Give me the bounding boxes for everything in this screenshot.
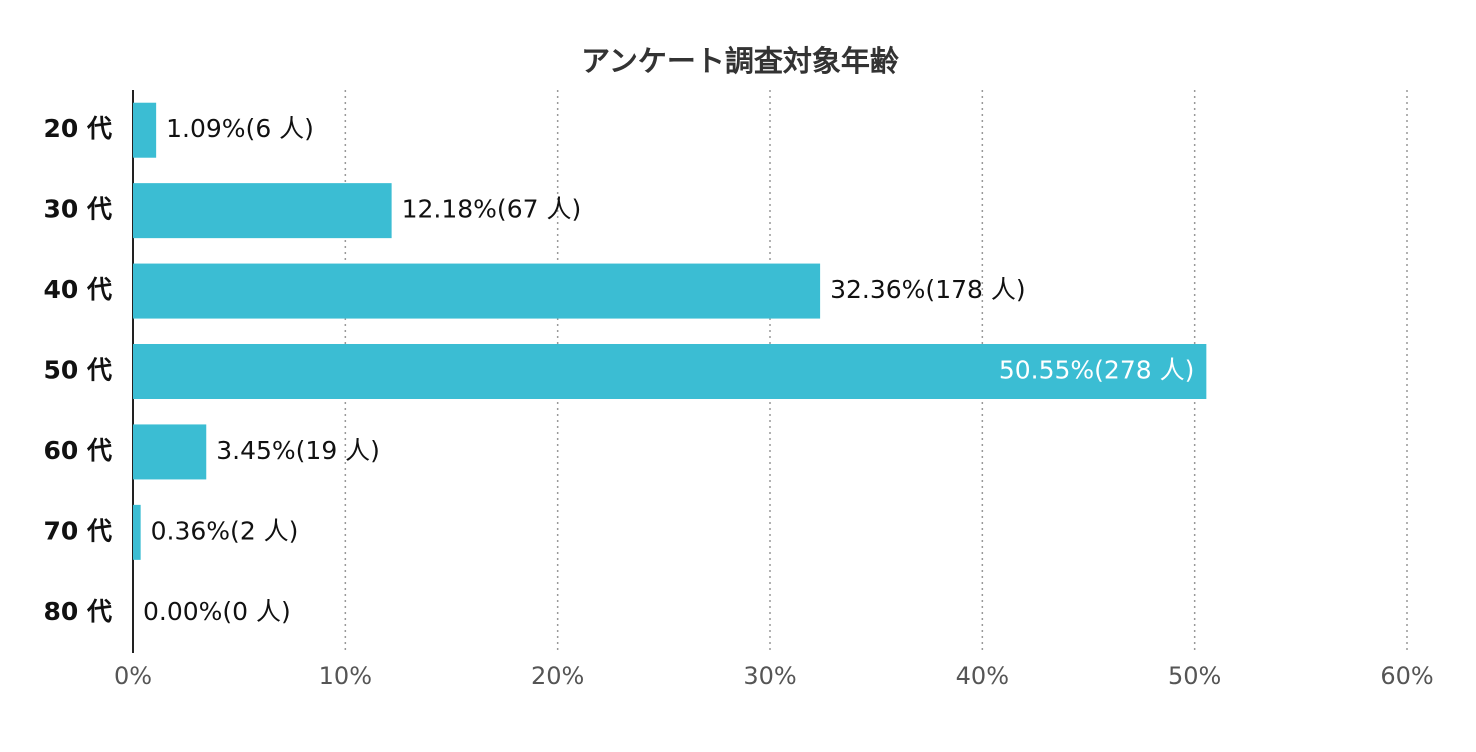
- y-tick-label: 50 代: [44, 356, 113, 385]
- y-tick-label: 30 代: [44, 195, 113, 224]
- bar: [133, 263, 821, 319]
- bar: [133, 344, 1207, 399]
- value-label: 50.55%(278 人): [999, 356, 1195, 385]
- value-label: 0.00%(0 人): [143, 597, 291, 626]
- y-tick-label: 20 代: [44, 114, 113, 143]
- value-label: 3.45%(19 人): [216, 436, 380, 465]
- y-tick-label: 70 代: [44, 516, 113, 545]
- x-tick-label: 40%: [956, 662, 1009, 690]
- bar: [133, 424, 207, 480]
- bar: [133, 183, 392, 239]
- x-tick-label: 30%: [743, 662, 796, 690]
- x-tick-label: 60%: [1380, 662, 1433, 690]
- bar: [133, 504, 141, 560]
- value-label: 12.18%(67 人): [402, 195, 582, 224]
- x-tick-label: 20%: [531, 662, 584, 690]
- value-label: 1.09%(6 人): [166, 114, 314, 143]
- bar: [133, 102, 157, 158]
- value-label: 32.36%(178 人): [830, 275, 1025, 304]
- y-tick-label: 60 代: [44, 436, 113, 465]
- value-label: 0.36%(2 人): [151, 516, 299, 545]
- chart-title: アンケート調査対象年齢: [581, 44, 900, 78]
- x-tick-label: 10%: [319, 662, 372, 690]
- y-tick-label: 40 代: [44, 275, 113, 304]
- x-tick-label: 0%: [114, 662, 152, 690]
- x-tick-label: 50%: [1168, 662, 1221, 690]
- y-tick-label: 80 代: [44, 597, 113, 626]
